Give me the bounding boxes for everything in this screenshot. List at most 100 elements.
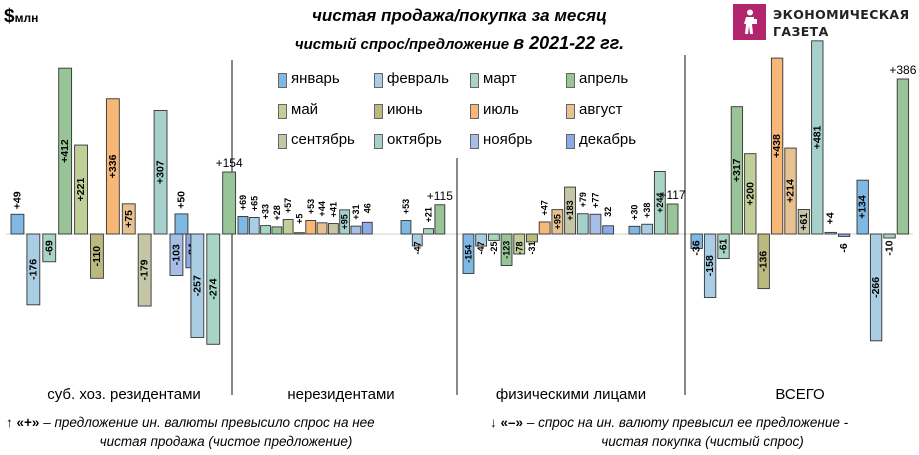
bar: [271, 226, 283, 235]
data-label: +41: [328, 202, 338, 217]
data-label: -266: [870, 277, 882, 298]
data-label: 32: [603, 207, 613, 217]
bar: [26, 233, 41, 306]
bar: [222, 171, 237, 235]
bar: [327, 223, 339, 235]
bar: [856, 179, 869, 235]
data-label: +79: [578, 192, 588, 207]
logo-text-line2: ГАЗЕТА: [773, 24, 829, 39]
bar: [757, 233, 770, 290]
bar: [434, 204, 446, 235]
bar: [400, 220, 412, 235]
bar: [641, 223, 654, 235]
data-label: +412: [59, 139, 71, 163]
data-label: -10: [884, 240, 896, 255]
data-label: -257: [191, 275, 203, 296]
note-plus: ↑ «+» – предложение ин. валюты превысило…: [6, 413, 446, 451]
data-label: 46: [362, 203, 372, 213]
data-label: +95: [552, 214, 562, 229]
subtitle-text: чистый спрос/предложение: [294, 36, 510, 53]
bar: [475, 233, 488, 247]
bar: [602, 225, 615, 235]
bar: [42, 233, 57, 263]
chart-subtitle: чистый спрос/предложение в 2021-22 гг.: [0, 33, 919, 54]
bar: [824, 231, 837, 235]
legend-swatch: [566, 73, 575, 88]
bar: [174, 213, 189, 235]
bar: [589, 213, 602, 235]
legend-label: ноябрь: [483, 131, 533, 148]
unit-label: $млн: [4, 6, 38, 28]
bar: [487, 233, 500, 241]
data-label: +200: [744, 182, 756, 206]
legend-label: апрель: [579, 70, 629, 87]
bar: [10, 213, 25, 235]
note-plus-arrow: ↑: [6, 415, 13, 430]
data-label: +21: [424, 207, 434, 222]
legend-label: декабрь: [579, 131, 637, 148]
unit-text: млн: [14, 11, 39, 25]
bar: [121, 203, 136, 235]
note-plus-sign: «+»: [16, 415, 40, 430]
data-label: +154: [216, 156, 243, 170]
bar: [316, 222, 328, 235]
unit-symbol: $: [4, 6, 15, 27]
data-label: +336: [107, 154, 119, 178]
data-label: +47: [540, 200, 550, 215]
data-label: -158: [704, 255, 716, 276]
data-label: +50: [175, 191, 187, 209]
data-label: -36: [691, 240, 703, 255]
bar: [58, 67, 73, 235]
data-label: -69: [43, 240, 55, 255]
note-minus-arrow: ↓: [490, 415, 497, 430]
group-label-residents: суб. хоз. резидентами: [47, 386, 201, 403]
bar: [883, 233, 896, 239]
logo-text-line1: ЭКОНОМИЧЕСКАЯ: [773, 7, 910, 22]
bar: [628, 225, 641, 235]
bar: [576, 213, 589, 235]
logo: ЭКОНОМИЧЕСКАЯ ГАЗЕТА: [733, 4, 913, 40]
group-label-nonresidents: нерезидентами: [287, 386, 395, 403]
data-label: +77: [591, 193, 601, 208]
data-label: -136: [758, 251, 770, 272]
note-minus-sign: «–»: [500, 415, 524, 430]
data-label: +117: [659, 188, 685, 202]
bar: [526, 233, 538, 243]
data-label: +214: [785, 179, 797, 203]
data-label: +69: [238, 195, 248, 210]
data-label: +221: [75, 178, 87, 202]
bar: [361, 221, 373, 235]
bar: [423, 228, 434, 235]
data-label: -31: [527, 241, 537, 254]
data-label: -78: [514, 241, 524, 254]
bar: [837, 233, 851, 237]
data-label: +134: [857, 195, 869, 219]
legend-label: июль: [483, 101, 519, 118]
data-label: +57: [283, 198, 293, 213]
bar: [237, 216, 249, 235]
data-label: +49: [11, 191, 23, 209]
legend-swatch: [566, 104, 575, 119]
legend-label: сентябрь: [291, 131, 355, 148]
legend-swatch: [374, 104, 383, 119]
bar: [896, 78, 910, 235]
bar: [666, 203, 679, 235]
legend-label: октябрь: [387, 131, 442, 148]
data-label: +4: [825, 212, 837, 224]
bar: [90, 233, 104, 279]
data-label: +481: [811, 125, 823, 149]
bar: [690, 233, 703, 249]
bar: [350, 225, 362, 235]
bar: [717, 233, 730, 259]
data-label: -123: [502, 241, 512, 259]
data-label: -110: [91, 246, 103, 267]
bar: [190, 233, 205, 338]
data-label: +307: [155, 160, 167, 184]
bar: [411, 233, 423, 247]
bar: [869, 233, 883, 342]
data-label: +28: [272, 205, 282, 220]
bar: [260, 225, 271, 235]
data-label: +61: [798, 213, 810, 231]
note-minus-line1: – спрос на ин. валюту превысил ее предло…: [526, 415, 849, 430]
